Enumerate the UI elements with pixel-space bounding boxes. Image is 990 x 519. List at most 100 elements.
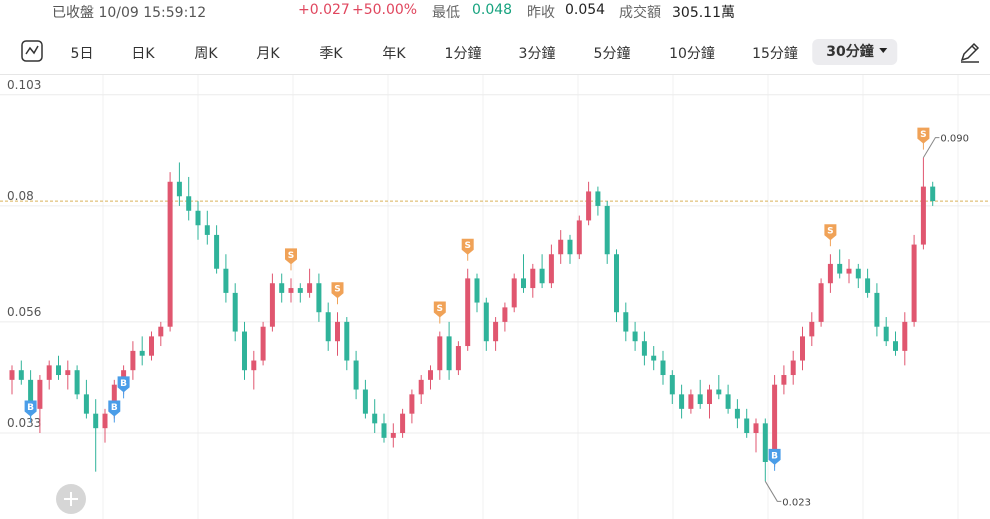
quote-header: 已收盤 10/09 15:59:12 +0.027 +50.00% 最低 0.0… [0,0,990,24]
candle-body [762,423,768,462]
signal-marker [285,248,297,265]
candle-body [93,413,99,429]
candle-body [679,394,685,409]
candle-body [623,312,629,332]
period-tab[interactable]: 5分鐘 [593,46,631,62]
candle-body [697,394,703,405]
candle-body [641,341,647,356]
candle-body [242,331,247,371]
candle-body [846,268,852,274]
candle-body [865,278,871,293]
candle-body [102,413,108,429]
candle-body [158,326,164,337]
candle-body [37,379,43,409]
period-tab[interactable]: 5日 [70,46,94,62]
signal-label: S [827,227,833,237]
candle-body [223,268,229,293]
line-chart-icon[interactable] [21,40,43,62]
candle-body [251,360,257,371]
candle-body [920,186,926,245]
period-tab[interactable]: 季K [319,46,343,62]
signal-marker [824,224,837,241]
candle-body [316,283,322,313]
signal-label: B [111,403,118,413]
candle-body [65,370,71,376]
candle-body [604,205,610,255]
candle-body [167,181,173,327]
stat-label: 最低 [432,5,460,21]
candle-body [493,321,499,342]
candle-body [307,283,313,293]
candle-body [56,365,61,376]
candle-body [753,423,759,434]
candle-body [725,394,731,409]
candle-body [614,254,619,313]
candle-body [297,288,303,293]
candle-body [409,394,415,414]
signal-label: B [27,403,34,413]
stat-label: 成交額 [619,5,661,21]
candle-body [669,375,675,395]
candle-body [567,239,573,255]
candle-body [558,239,564,255]
y-tick-label: 0.056 [7,305,41,319]
period-tab[interactable]: 15分鐘 [752,46,798,62]
signal-marker [768,448,781,465]
candle-body [790,360,796,376]
candle-body [204,225,210,235]
stat-value: 0.054 [565,2,606,18]
candle-body [576,220,582,255]
status: 已收盤 10/09 15:59:12 [52,5,207,21]
signal-label: S [288,251,294,261]
candle-body [883,326,889,342]
annotation-leader [922,137,940,158]
candle-body [744,418,750,434]
candle-body [28,379,34,409]
period-tab[interactable]: 30分鐘 [812,39,898,65]
add-icon [64,492,78,506]
candle-body [716,389,722,395]
annotation: 0.090 [940,134,969,145]
candle-body [335,321,340,342]
candle-body [111,384,117,414]
y-tick-label: 0.08 [7,189,34,203]
period-tab[interactable]: 日K [131,46,155,62]
candle-body [381,423,387,438]
period-tab[interactable]: 周K [194,46,218,62]
candle-body [260,326,266,361]
candle-body [279,283,285,293]
period-tab[interactable]: 3分鐘 [518,46,556,62]
signal-marker [117,376,130,393]
candle-body [372,413,378,424]
period-tab[interactable]: 10分鐘 [669,46,715,62]
period-tab[interactable]: 月K [256,46,280,62]
change-pct: +50.00% [352,2,418,18]
signal-marker [917,127,930,144]
candle-body [400,413,406,434]
candle-body [455,346,461,371]
dropdown-arrow [879,48,888,53]
candle-body [9,370,15,380]
signal-marker [24,400,37,417]
candle-body [734,408,740,419]
stat-label: 昨收 [527,5,555,21]
candle-body [902,321,908,351]
candle-body [446,336,452,371]
signal-marker [108,400,121,417]
signal-label: B [120,379,127,389]
candle-body [521,278,526,289]
y-tick-label: 0.033 [7,416,41,430]
period-tab[interactable]: 1分鐘 [444,46,482,62]
toolbar: 5日 日K 周K 月K 季K 年K 1分鐘 3分鐘 5分鐘 10分鐘 15分鐘 30分鐘 [0,32,990,75]
candle-body [483,302,489,342]
draw-icon[interactable] [958,40,982,64]
candle-body [195,210,201,226]
candle-body [288,288,294,293]
candle-body [586,191,592,221]
candle-body [837,263,843,274]
candle-body [232,292,238,332]
candle-body [818,283,824,322]
candle-body [809,321,815,337]
period-tab[interactable]: 年K [382,46,406,62]
